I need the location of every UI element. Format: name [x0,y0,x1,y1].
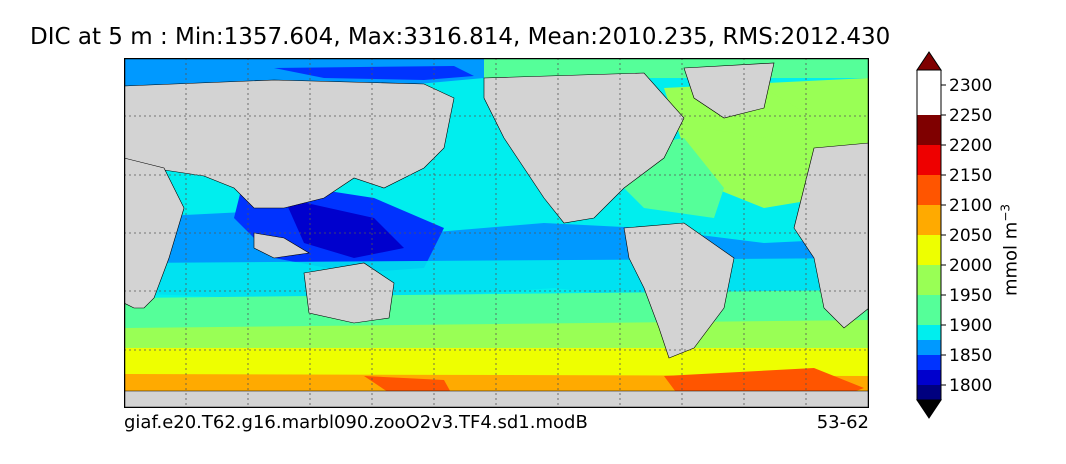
colorbar-segment [917,205,941,235]
colorbar-segment [917,175,941,205]
colorbar-tick-label: 2000 [949,256,992,276]
ocean-map [124,58,869,408]
graticule [124,58,869,408]
colorbar-segment [917,145,941,175]
colorbar-tick-label: 1950 [949,286,992,306]
colorbar-tick-label: 1800 [949,376,992,396]
colorbar-segment [917,370,941,385]
land-australia [303,262,395,324]
colorbar-segment [917,340,941,355]
colorbar-segment [917,295,941,325]
colorbar-tick-label: 2100 [949,196,992,216]
land-eurasia [124,79,455,209]
colorbar-tick-label: 2050 [949,226,992,246]
contour-band-wpac-1850 [284,198,404,258]
contour-band-south-2150 [124,348,869,378]
colorbar-tick-label: 2300 [949,76,992,96]
colorbar-extend-max [916,51,942,71]
colorbar-segment [917,235,941,265]
contour-band-north-1900 [274,66,474,80]
colorbar-segment [917,325,941,340]
land-antarctica [124,390,869,408]
colorbar-label: mmol m−3 [999,204,1022,296]
colorbar-segment [917,265,941,295]
land-africa-east [793,142,869,329]
land-north-america [483,72,685,224]
colorbar-label-exponent: −3 [998,203,1013,222]
colorbar-tick-label: 2250 [949,106,992,126]
colorbar-segment [917,115,941,145]
year-range: 53-62 [816,412,869,433]
case-name: giaf.e20.T62.g16.marbl090.zooO2v3.TF4.sd… [124,412,588,433]
colorbar-extend-min [916,399,942,419]
land-south-america [623,222,735,359]
colorbar-segment [917,355,941,370]
colorbar-segment [917,385,941,400]
colorbar-tick-label: 1850 [949,346,992,366]
land-indonesia [253,232,310,259]
colorbar-label-text: mmol m [1000,221,1022,297]
colorbar: 1800 1850 1900 1950 2000 2050 2100 2150 2200 2250… [916,51,992,419]
colorbar-tick-label: 2200 [949,136,992,156]
colorbar-tick-label: 2150 [949,166,992,186]
chart-title: DIC at 5 m : Min:1357.604, Max:3316.814,… [30,24,891,50]
colorbar-tick-label: 1900 [949,316,992,336]
